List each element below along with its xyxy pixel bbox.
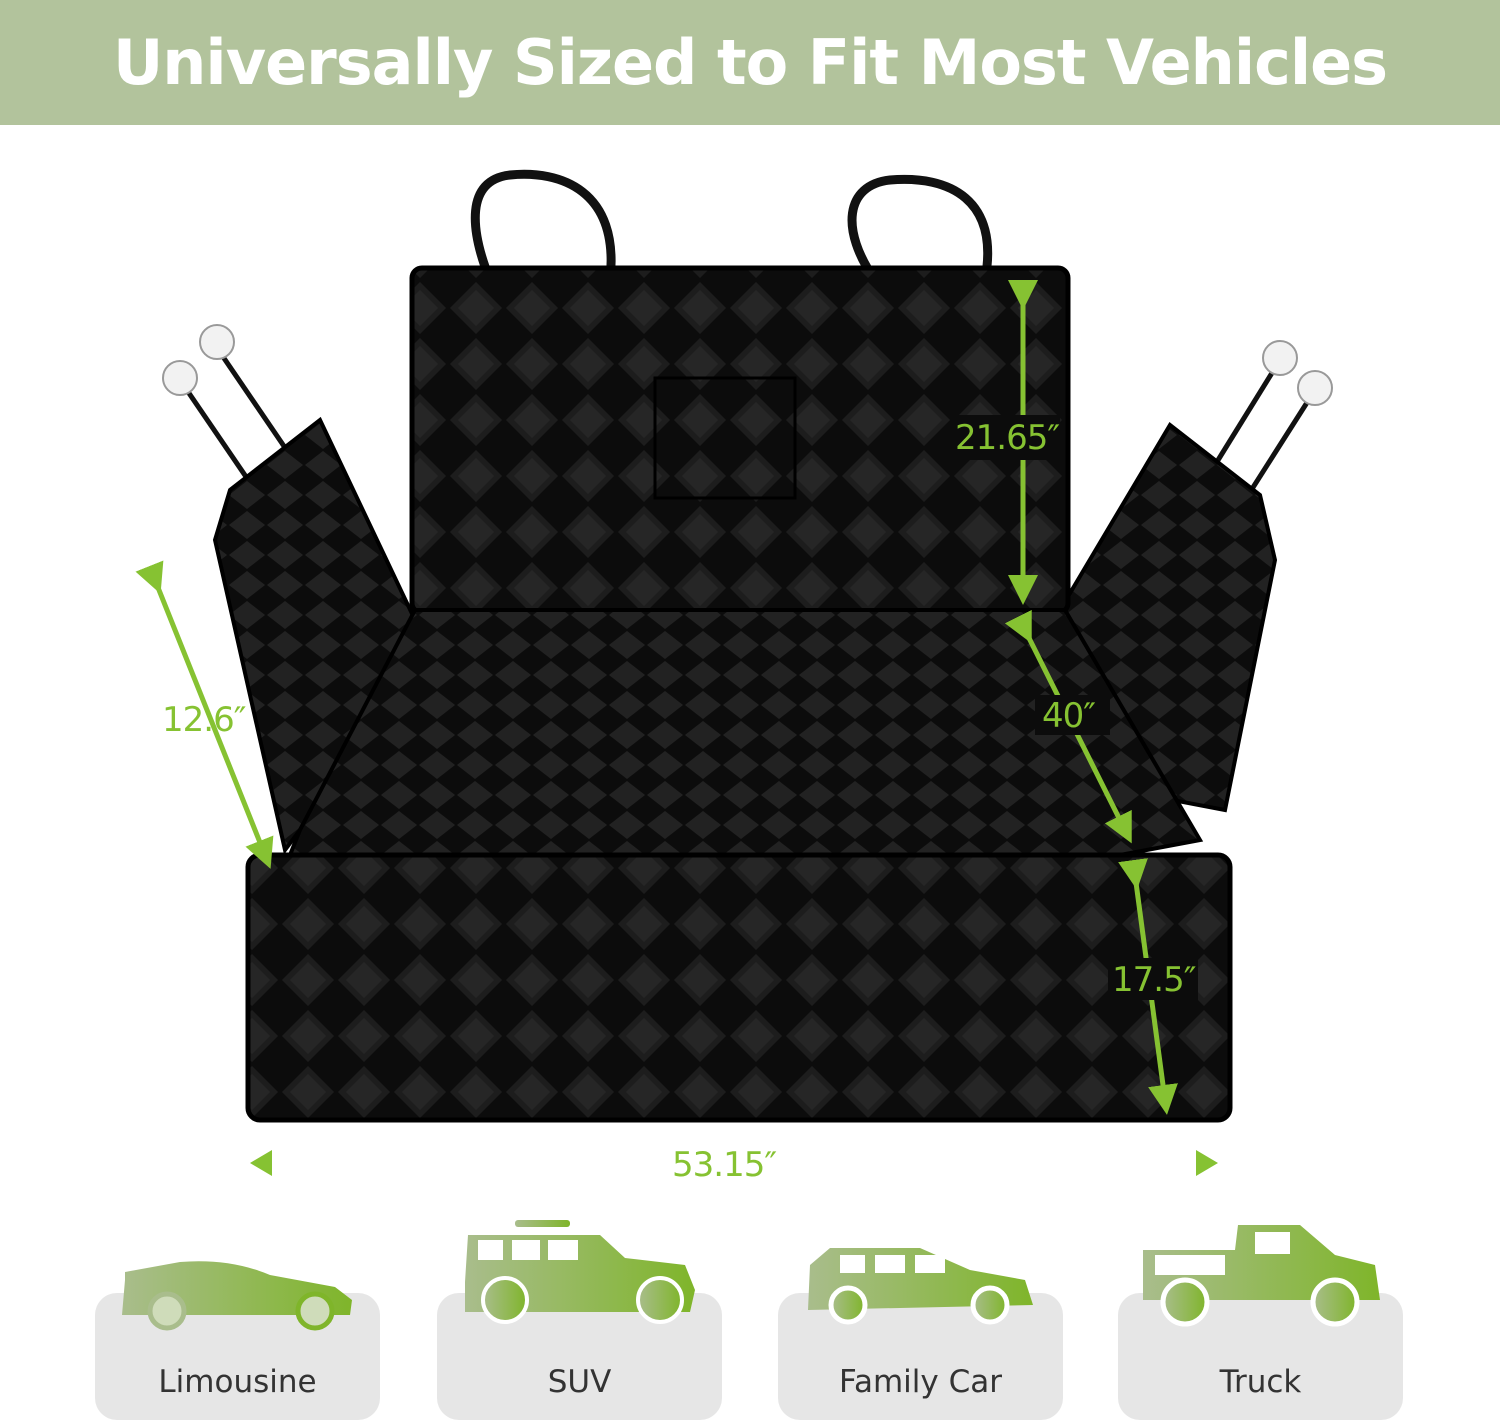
vehicle-card-family-car: Family Car bbox=[778, 1293, 1063, 1420]
seat-depth-label: 40″ bbox=[1042, 696, 1096, 736]
suv-icon bbox=[465, 1220, 695, 1324]
suction-cup bbox=[177, 343, 1318, 502]
vehicle-label: Family Car bbox=[839, 1364, 1002, 1400]
vehicle-icons bbox=[122, 1220, 1380, 1331]
sedan-icon bbox=[122, 1261, 352, 1331]
mesh-window bbox=[653, 376, 797, 500]
vehicle-label: Truck bbox=[1219, 1364, 1302, 1400]
hatchback-icon bbox=[808, 1248, 1033, 1325]
headrest-strap bbox=[470, 169, 993, 283]
side-flap-label: 12.6″ bbox=[162, 700, 246, 740]
width-label: 53.15″ bbox=[672, 1145, 777, 1185]
pickup-truck-icon bbox=[1143, 1225, 1380, 1327]
vehicle-label: Limousine bbox=[158, 1364, 317, 1400]
page-title: Universally Sized to Fit Most Vehicles bbox=[112, 26, 1388, 99]
vehicle-label: SUV bbox=[547, 1364, 612, 1400]
header-banner: Universally Sized to Fit Most Vehicles bbox=[0, 0, 1500, 125]
front-flap bbox=[245, 852, 1233, 1123]
back-height-label: 21.65″ bbox=[955, 418, 1060, 458]
front-flap-label: 17.5″ bbox=[1112, 960, 1196, 1000]
seat-cover-image bbox=[135, 169, 1333, 1185]
